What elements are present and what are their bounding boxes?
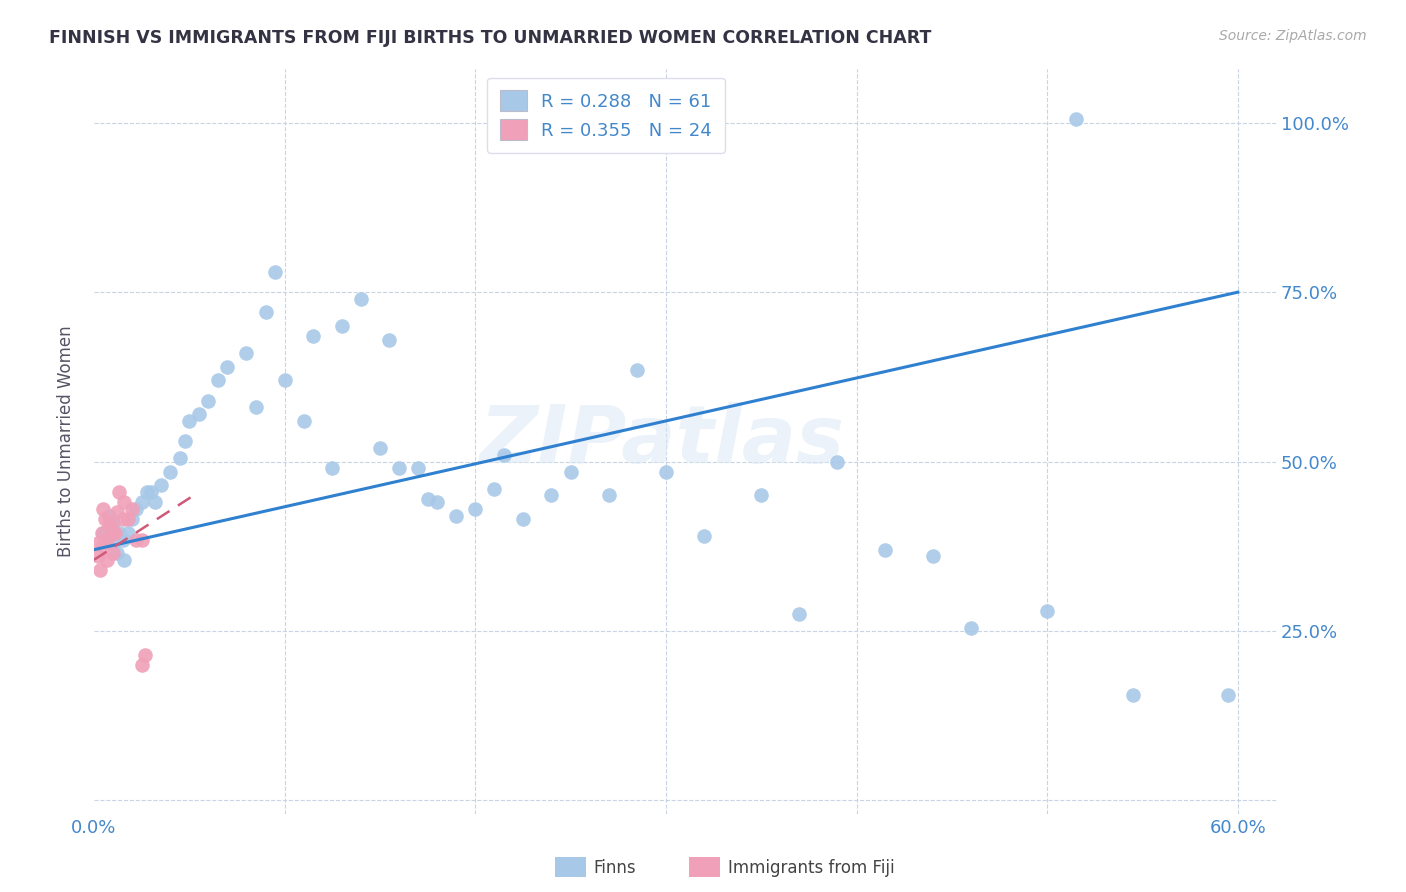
Point xyxy=(197,393,219,408)
Point xyxy=(87,549,110,564)
Point xyxy=(388,461,411,475)
Point xyxy=(416,491,439,506)
Point xyxy=(330,319,353,334)
Point xyxy=(1064,112,1087,127)
Point xyxy=(655,465,678,479)
Point xyxy=(98,508,121,523)
Point xyxy=(245,401,267,415)
Point xyxy=(111,512,134,526)
Point xyxy=(235,346,257,360)
Point xyxy=(960,621,983,635)
Point xyxy=(93,525,115,540)
Point xyxy=(1036,604,1059,618)
Point xyxy=(207,373,229,387)
Point xyxy=(217,359,239,374)
Point xyxy=(174,434,197,449)
Point xyxy=(921,549,943,564)
Point xyxy=(114,495,136,509)
Point xyxy=(98,516,121,530)
Point xyxy=(484,482,506,496)
Point xyxy=(104,525,127,540)
Point xyxy=(96,553,118,567)
Point xyxy=(134,648,156,662)
Point xyxy=(512,512,534,526)
Point xyxy=(114,553,136,567)
Point xyxy=(540,488,562,502)
Point xyxy=(96,533,118,547)
Point xyxy=(302,329,325,343)
Legend: R = 0.288   N = 61, R = 0.355   N = 24: R = 0.288 N = 61, R = 0.355 N = 24 xyxy=(486,78,724,153)
Point xyxy=(875,542,897,557)
Point xyxy=(254,305,277,319)
Point xyxy=(789,607,811,621)
Point xyxy=(105,505,128,519)
Point xyxy=(378,333,401,347)
Point xyxy=(169,451,191,466)
Point xyxy=(107,485,129,500)
Point xyxy=(827,454,849,468)
Point xyxy=(93,539,115,553)
Point xyxy=(101,546,124,560)
Text: Finns: Finns xyxy=(593,859,636,877)
Point xyxy=(101,516,124,530)
Point xyxy=(444,508,467,523)
Point xyxy=(426,495,449,509)
Point xyxy=(117,525,139,540)
Point xyxy=(117,512,139,526)
Y-axis label: Births to Unmarried Women: Births to Unmarried Women xyxy=(58,326,75,558)
Point xyxy=(464,502,486,516)
Text: FINNISH VS IMMIGRANTS FROM FIJI BIRTHS TO UNMARRIED WOMEN CORRELATION CHART: FINNISH VS IMMIGRANTS FROM FIJI BIRTHS T… xyxy=(49,29,932,46)
Point xyxy=(90,525,112,540)
Point xyxy=(1122,689,1144,703)
Point xyxy=(693,529,716,543)
Point xyxy=(121,512,143,526)
Point xyxy=(131,533,153,547)
Point xyxy=(101,536,124,550)
Point xyxy=(139,485,162,500)
Point xyxy=(626,363,648,377)
Point xyxy=(143,495,166,509)
Point xyxy=(101,525,124,540)
Point xyxy=(125,533,148,547)
Point xyxy=(749,488,772,502)
Text: Immigrants from Fiji: Immigrants from Fiji xyxy=(728,859,896,877)
Point xyxy=(187,407,209,421)
Point xyxy=(100,519,122,533)
Point xyxy=(292,414,315,428)
Point xyxy=(94,512,117,526)
Point xyxy=(107,525,129,540)
Point xyxy=(131,657,153,672)
Point xyxy=(321,461,343,475)
Point xyxy=(93,502,115,516)
Point xyxy=(159,465,181,479)
Point xyxy=(87,536,110,550)
Point xyxy=(560,465,582,479)
Point xyxy=(105,546,128,560)
Point xyxy=(131,495,153,509)
Point xyxy=(89,563,111,577)
Point xyxy=(264,265,287,279)
Point xyxy=(121,502,143,516)
Point xyxy=(273,373,295,387)
Point xyxy=(1218,689,1240,703)
Text: Source: ZipAtlas.com: Source: ZipAtlas.com xyxy=(1219,29,1367,43)
Point xyxy=(149,478,172,492)
Point xyxy=(136,485,159,500)
Point xyxy=(368,441,391,455)
Point xyxy=(350,292,373,306)
Point xyxy=(492,448,515,462)
Point xyxy=(598,488,620,502)
Point xyxy=(111,533,134,547)
Point xyxy=(179,414,201,428)
Point xyxy=(125,502,148,516)
Point xyxy=(406,461,429,475)
Text: ZIPatlas: ZIPatlas xyxy=(479,402,844,480)
